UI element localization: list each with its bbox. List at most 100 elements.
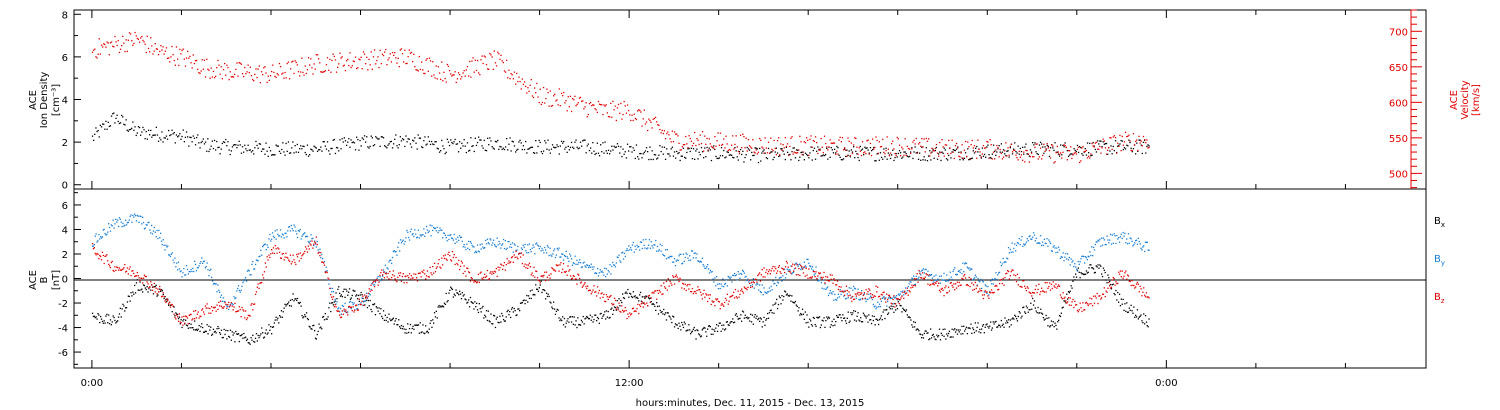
bx-point bbox=[281, 316, 283, 318]
bz-point bbox=[239, 308, 241, 311]
bz-point bbox=[451, 251, 454, 253]
bx-point bbox=[300, 305, 302, 307]
velocity-point bbox=[444, 77, 446, 80]
velocity-point bbox=[1053, 162, 1055, 164]
by-point bbox=[608, 271, 610, 273]
by-point bbox=[941, 279, 943, 281]
velocity-point bbox=[423, 72, 425, 75]
by-point bbox=[590, 263, 592, 265]
by-point bbox=[658, 249, 660, 251]
density-point bbox=[624, 151, 626, 153]
bz-point bbox=[394, 278, 396, 280]
bx-point bbox=[207, 333, 209, 335]
density-point bbox=[218, 146, 220, 148]
density-point bbox=[145, 131, 147, 133]
bx-point bbox=[811, 325, 814, 327]
by-point bbox=[990, 280, 992, 282]
velocity-point bbox=[859, 150, 861, 152]
density-point bbox=[633, 149, 635, 151]
bz-point bbox=[436, 266, 438, 268]
density-point bbox=[816, 150, 818, 152]
density-point bbox=[400, 140, 403, 142]
velocity-point bbox=[218, 64, 220, 66]
bx-point bbox=[800, 312, 802, 315]
density-point bbox=[840, 159, 842, 161]
bz-point bbox=[633, 310, 635, 313]
bx-point bbox=[314, 337, 317, 339]
by-point bbox=[406, 229, 408, 232]
bx-point bbox=[796, 305, 798, 307]
bx-point bbox=[312, 325, 314, 327]
bx-point bbox=[228, 336, 231, 338]
density-point bbox=[95, 127, 97, 129]
density-point bbox=[638, 158, 640, 160]
velocity-point bbox=[845, 149, 847, 151]
bx-point bbox=[560, 318, 562, 320]
bz-point bbox=[286, 256, 288, 258]
bx-point bbox=[992, 321, 994, 323]
by-point bbox=[194, 263, 197, 266]
by-point bbox=[765, 292, 767, 294]
density-point bbox=[281, 148, 283, 151]
density-point bbox=[144, 138, 146, 140]
by-point bbox=[476, 244, 479, 246]
bx-point bbox=[839, 314, 841, 316]
bz-point bbox=[450, 259, 452, 261]
by-point bbox=[1119, 236, 1122, 238]
velocity-point bbox=[744, 147, 746, 149]
density-point bbox=[809, 152, 811, 154]
bx-point bbox=[1029, 309, 1031, 311]
by-point bbox=[738, 273, 740, 275]
density-point bbox=[417, 134, 419, 136]
by-point bbox=[262, 244, 265, 247]
velocity-point bbox=[1024, 161, 1026, 163]
velocity-point bbox=[1133, 144, 1136, 146]
bx-point bbox=[895, 305, 898, 307]
density-point bbox=[130, 128, 132, 131]
by-point bbox=[101, 236, 104, 238]
density-point bbox=[225, 138, 227, 141]
by-point bbox=[674, 264, 677, 267]
velocity-point bbox=[122, 35, 124, 37]
density-point bbox=[498, 148, 500, 150]
by-point bbox=[501, 244, 503, 246]
by-point bbox=[184, 274, 186, 276]
density-point bbox=[201, 140, 203, 143]
bx-point bbox=[320, 326, 322, 328]
bx-point bbox=[114, 319, 116, 322]
by-point bbox=[283, 237, 285, 239]
density-point bbox=[884, 156, 886, 158]
bx-point bbox=[461, 292, 463, 294]
density-point bbox=[1086, 142, 1089, 144]
bx-point bbox=[720, 330, 722, 332]
bz-point bbox=[495, 267, 497, 270]
by-point bbox=[334, 298, 336, 300]
density-point bbox=[610, 150, 612, 152]
velocity-point bbox=[1083, 150, 1085, 153]
bx-point bbox=[639, 291, 642, 294]
density-point bbox=[585, 152, 587, 154]
bx-point bbox=[395, 318, 397, 320]
density-point bbox=[346, 144, 348, 146]
by-point bbox=[247, 269, 249, 271]
velocity-point bbox=[343, 64, 345, 66]
density-point bbox=[344, 140, 347, 142]
bx-point bbox=[440, 305, 442, 307]
bx-point bbox=[278, 322, 280, 324]
by-point bbox=[793, 271, 795, 273]
velocity-point bbox=[556, 99, 558, 101]
velocity-point bbox=[1014, 149, 1016, 151]
density-point bbox=[916, 151, 919, 154]
density-point bbox=[775, 147, 777, 149]
by-point bbox=[476, 251, 478, 253]
bx-point bbox=[1068, 292, 1070, 294]
velocity-point bbox=[482, 62, 484, 65]
bx-point bbox=[308, 325, 310, 328]
bz-point bbox=[461, 262, 463, 264]
bz-point bbox=[273, 252, 275, 255]
bx-point bbox=[213, 331, 215, 333]
bx-point bbox=[767, 312, 769, 315]
bx-point bbox=[829, 326, 831, 328]
by-point bbox=[827, 286, 829, 288]
by-point bbox=[953, 269, 955, 271]
